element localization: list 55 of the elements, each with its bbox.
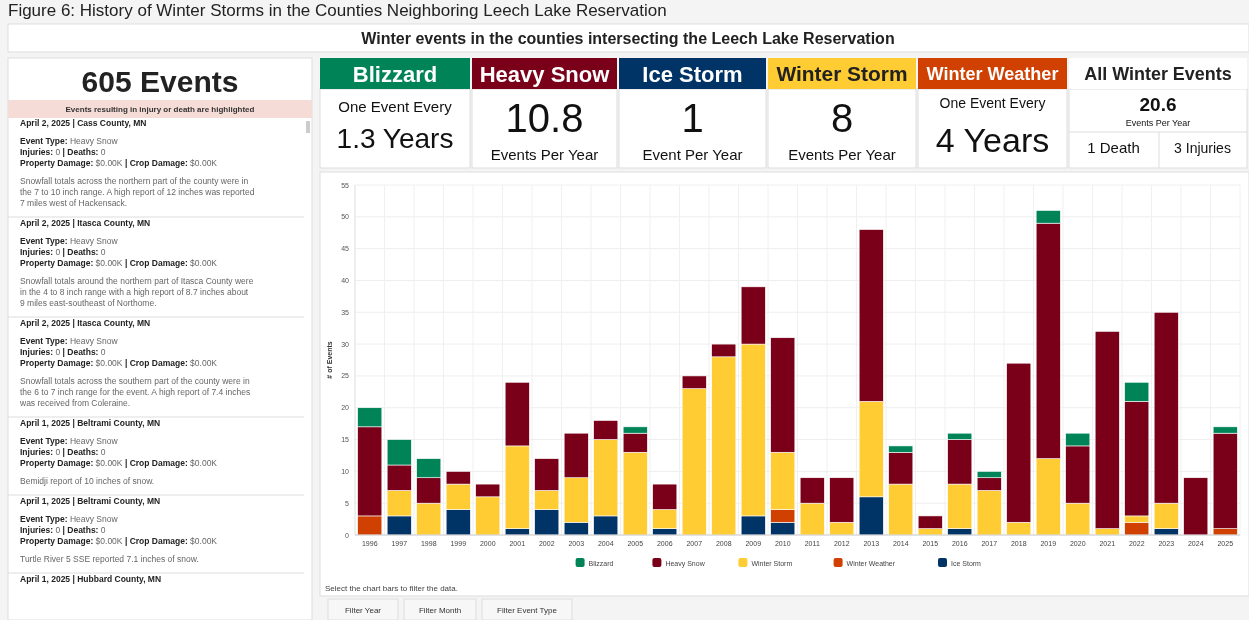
category-label: All Winter Events (1084, 64, 1232, 85)
text: Injuries: 0 | Deaths: 0 (20, 247, 106, 257)
text: Injuries: 0 | Deaths: 0 (20, 147, 106, 157)
text: Turtle River 5 SSE reported 7.1 inches of snow. (20, 554, 199, 564)
text: 20.6 (1139, 94, 1177, 115)
text: Filter Year (344, 606, 382, 615)
text: 3 Injuries (1174, 140, 1231, 156)
category-label: Ice Storm (642, 61, 743, 87)
text: Bemidji report of 10 inches of snow. (20, 476, 155, 486)
text: 1 (681, 96, 704, 140)
text: April 2, 2025 | Itasca County, MN (20, 218, 151, 228)
text: Event Type: Heavy Snow (20, 436, 119, 446)
text: Event Type: Heavy Snow (20, 514, 119, 524)
bar (1183, 477, 1209, 536)
text: April 2, 2025 | Cass County, MN (20, 118, 147, 128)
text: Property Damage: $0.00K | Crop Damage: $0.00K (20, 158, 218, 168)
text: One Event Every (939, 95, 1046, 111)
text: April 1, 2025 | Beltrami County, MN (20, 496, 161, 506)
text: 605 Events (81, 65, 239, 98)
text: Snowfall totals across the southern part of the county were in the 6 to 7 inch range for the event. A high report of 7.4 inches was received from Coleraine. (19, 376, 251, 408)
text: Event Per Year (642, 146, 743, 163)
text: Events Per Year (788, 146, 896, 163)
text: Event Type: Heavy Snow (20, 336, 119, 346)
text: Property Damage: $0.00K | Crop Damage: $0.00K (20, 458, 218, 468)
text: 8 (830, 96, 854, 140)
text: One Event Every (338, 98, 453, 115)
text: Event Type: Heavy Snow (20, 236, 119, 246)
text: Event Type: Heavy Snow (20, 136, 119, 146)
text: Injuries: 0 | Deaths: 0 (20, 525, 106, 535)
category-label: Blizzard (352, 61, 438, 87)
text: Property Damage: $0.00K | Crop Damage: $0.00K (20, 258, 218, 268)
text: April 1, 2025 | Beltrami County, MN (20, 418, 161, 428)
text: Figure 6: History of Winter Storms in the Counties Neighboring Leech Lake Reservation (8, 1, 667, 20)
text: April 2, 2025 | Itasca County, MN (20, 318, 151, 328)
category-label: Winter Weather (926, 64, 1059, 85)
text: Property Damage: $0.00K | Crop Damage: $0.00K (20, 536, 218, 546)
text: Property Damage: $0.00K | Crop Damage: $0.00K (20, 358, 218, 368)
text: April 1, 2025 | Hubbard County, MN (20, 574, 162, 584)
text: Select the chart bars to filter the data. (325, 584, 458, 593)
text: Filter Event Type (497, 606, 558, 615)
text: Events Per Year (490, 146, 599, 163)
text: 1.3 Years (336, 123, 454, 154)
text: 1 Death (1087, 139, 1140, 156)
category-label: Heavy Snow (479, 61, 611, 87)
text: 4 Years (935, 121, 1050, 159)
text: Injuries: 0 | Deaths: 0 (20, 447, 106, 457)
text: 10.8 (505, 96, 584, 140)
text: Snowfall totals around the northern part of Itasca County were in the 4 to 8 inch range with a high report of 8.7 inches about 9 miles east-southeast of Northome. (20, 276, 254, 308)
text: Filter Month (418, 606, 462, 615)
text: Snowfall totals across the northern part of the county were in the 7 to 10 inch range. A high report of 12 inches was reported 7 miles west of Hackensack. (20, 176, 255, 208)
text: Events Per Year (1125, 118, 1191, 128)
text: Winter events in the counties intersecting the Leech Lake Reservation (361, 30, 895, 47)
text: Events resulting in injury or death are highlighted (65, 105, 255, 114)
text: Injuries: 0 | Deaths: 0 (20, 347, 106, 357)
category-label: Winter Storm (776, 62, 908, 86)
